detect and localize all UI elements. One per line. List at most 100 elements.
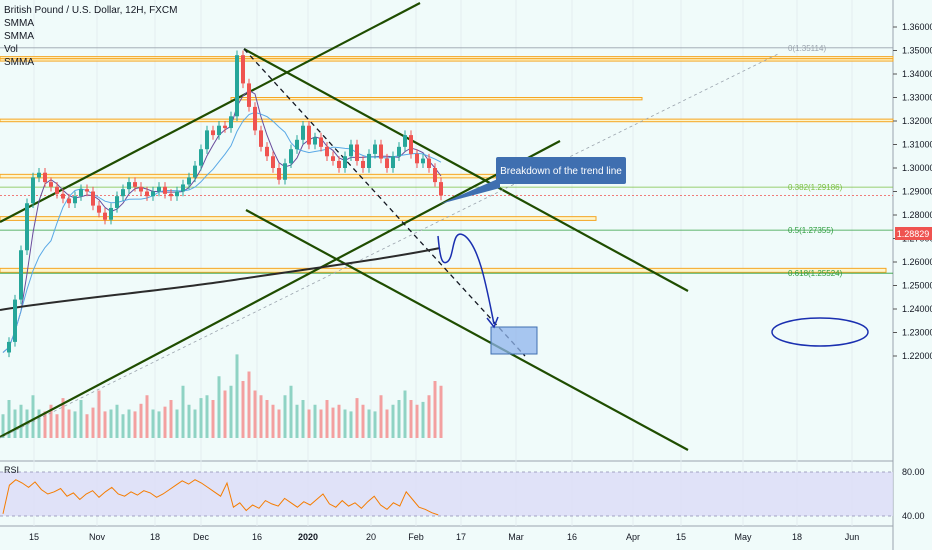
time-tick-label: Dec xyxy=(193,532,210,542)
candle-body xyxy=(217,125,221,136)
volume-bar xyxy=(247,371,251,438)
volume-bar xyxy=(235,354,239,438)
candle-body xyxy=(349,144,353,157)
candle-body xyxy=(229,116,233,129)
channel-line xyxy=(0,140,561,438)
candle-body xyxy=(19,250,23,300)
price-zone xyxy=(0,216,597,221)
volume-bar xyxy=(373,411,377,438)
candle-body xyxy=(259,130,263,147)
candle-body xyxy=(355,144,359,161)
rsi-level-label: 40.00 xyxy=(902,511,925,521)
projection-path[interactable] xyxy=(437,233,495,325)
candle-body xyxy=(121,189,125,197)
volume-bar xyxy=(145,395,149,438)
channel-line xyxy=(243,48,689,292)
price-tick-label: 1.25000 xyxy=(902,281,932,291)
candle-body xyxy=(61,193,65,199)
candle-body xyxy=(97,205,101,213)
volume-bar xyxy=(337,404,341,438)
candle-body xyxy=(25,203,29,251)
price-tick-label: 1.35000 xyxy=(902,46,932,56)
volume-bar xyxy=(301,400,305,438)
volume-bar xyxy=(139,403,143,438)
candle-body xyxy=(13,299,17,342)
volume-bar xyxy=(355,398,359,438)
fib-level-label: 0.5(1.27355) xyxy=(788,226,834,235)
target-ellipse[interactable] xyxy=(771,317,869,347)
time-tick-label: 16 xyxy=(252,532,262,542)
indicator-smma-3[interactable]: SMMA xyxy=(4,57,34,68)
fib-level-label: 0(1.35114) xyxy=(788,44,826,53)
price-tick-label: 1.23000 xyxy=(902,328,932,338)
volume-bar xyxy=(7,400,11,438)
volume-bar xyxy=(109,409,113,438)
candle-body xyxy=(103,212,107,220)
candle-body xyxy=(307,125,311,145)
smma-slow-line xyxy=(0,247,441,311)
callout-box[interactable] xyxy=(496,157,626,184)
volume-bar xyxy=(97,390,101,438)
volume-bar xyxy=(271,404,275,438)
candle-body xyxy=(343,156,347,168)
target-box[interactable] xyxy=(490,326,538,355)
candle-body xyxy=(85,189,89,192)
price-zone xyxy=(0,118,894,123)
candle-body xyxy=(247,83,251,107)
candle-body xyxy=(409,135,413,154)
indicator-smma-1[interactable]: SMMA xyxy=(4,18,34,29)
candle-body xyxy=(181,184,185,192)
indicator-smma-2[interactable]: SMMA xyxy=(4,31,34,42)
time-tick-label: 17 xyxy=(456,532,466,542)
volume-bar xyxy=(397,400,401,438)
volume-bar xyxy=(241,381,245,438)
callout-text: Breakdown of the trend line xyxy=(500,166,622,177)
candle-body xyxy=(289,149,293,164)
volume-bar xyxy=(427,395,431,438)
candle-body xyxy=(415,153,419,164)
candle-body xyxy=(361,160,365,168)
candle-body xyxy=(115,196,119,208)
volume-bar xyxy=(181,385,185,438)
time-axis: 15 Nov 18 Dec 16 2020 20 Feb 17 Mar 16 Apr 15 May 18 Ju… xyxy=(29,532,859,542)
time-tick-label: Nov xyxy=(89,532,106,542)
time-tick-label: 15 xyxy=(29,532,39,542)
volume-bar xyxy=(217,376,221,438)
time-tick-label: Mar xyxy=(508,532,524,542)
time-tick-label: 16 xyxy=(567,532,577,542)
candle-body xyxy=(169,193,173,197)
volume-bar xyxy=(421,401,425,438)
volume-bar xyxy=(79,400,83,438)
candle-body xyxy=(223,125,227,129)
candle-body xyxy=(31,177,35,204)
price-tick-label: 1.36000 xyxy=(902,22,932,32)
price-tick-label: 1.32000 xyxy=(902,116,932,126)
price-candles xyxy=(7,50,443,358)
volume-bar xyxy=(193,409,197,438)
channel-line xyxy=(245,209,689,451)
volume-bar xyxy=(85,414,89,438)
volume-bar xyxy=(115,404,119,438)
volume-bar xyxy=(43,411,47,438)
volume-bar xyxy=(379,395,383,438)
price-zone xyxy=(0,173,497,179)
volume-bar xyxy=(415,404,419,438)
time-tick-label: 18 xyxy=(792,532,802,542)
price-tick-label: 1.22000 xyxy=(902,351,932,361)
volume-bar xyxy=(211,400,215,438)
volume-bar xyxy=(169,400,173,438)
candle-body xyxy=(295,139,299,150)
candle-body xyxy=(283,163,287,180)
smma-fast-line xyxy=(2,89,442,353)
volume-bar xyxy=(319,409,323,438)
volume-bar xyxy=(199,398,203,438)
volume-bar xyxy=(391,404,395,438)
time-tick-label: 15 xyxy=(676,532,686,542)
candle-body xyxy=(187,177,191,185)
candle-body xyxy=(337,160,341,168)
channel-line xyxy=(0,2,421,223)
price-tick-label: 1.30000 xyxy=(902,163,932,173)
indicator-vol[interactable]: Vol xyxy=(4,44,18,55)
candle-body xyxy=(211,130,215,136)
